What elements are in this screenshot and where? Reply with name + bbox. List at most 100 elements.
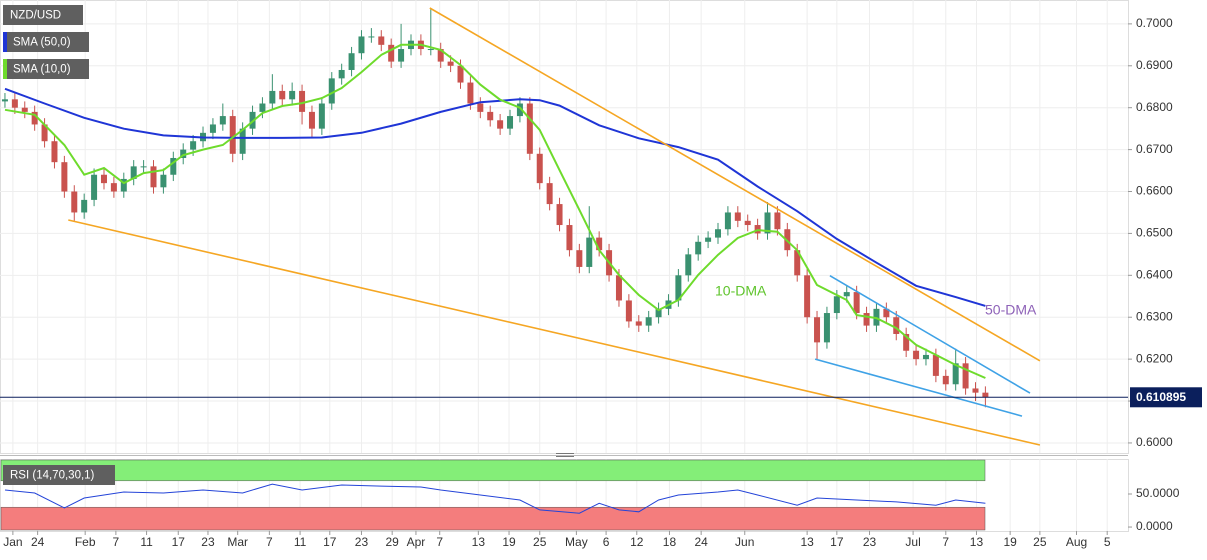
candle-body <box>576 250 583 267</box>
candle-body <box>1 99 8 102</box>
candle-body <box>566 225 573 251</box>
x-tick-label: Feb <box>75 535 96 549</box>
y-tick-label: 0.6300 <box>1136 309 1173 323</box>
candle-body <box>328 78 335 104</box>
x-tick-label: 17 <box>830 535 844 549</box>
candle-body <box>625 300 632 322</box>
candle-body <box>130 166 137 179</box>
oversold-band <box>0 506 986 531</box>
candle-body <box>467 82 474 104</box>
candle-body <box>794 250 801 276</box>
candle-body <box>71 191 78 213</box>
candle-body <box>170 157 177 175</box>
x-tick-label: 13 <box>472 535 486 549</box>
candle-body <box>695 241 702 255</box>
x-tick-label: 7 <box>942 535 949 549</box>
legend-box <box>3 59 89 79</box>
candle-body <box>942 375 949 385</box>
candle-body <box>833 296 840 314</box>
x-tick-label: 18 <box>663 535 677 549</box>
annotation: 50-DMA <box>985 302 1037 318</box>
candle-body <box>427 49 434 51</box>
candle-body <box>150 166 157 188</box>
candle-body <box>398 49 405 62</box>
candle-body <box>120 178 127 192</box>
legend-title: NZD/USD <box>10 10 61 22</box>
candle-body <box>318 103 325 129</box>
candle-body <box>952 363 959 385</box>
candle-body <box>348 53 355 70</box>
x-tick-label: Apr <box>407 535 426 549</box>
candle-body <box>675 275 682 301</box>
candle-body <box>209 124 216 133</box>
annotation: 10-DMA <box>715 283 767 299</box>
candle-body <box>982 392 989 398</box>
y-tick-label: 0.6600 <box>1136 184 1173 198</box>
candle-body <box>457 65 464 83</box>
x-tick-label: Jan <box>3 535 22 549</box>
x-tick-label: 7 <box>436 535 443 549</box>
candle-body <box>913 350 920 360</box>
candle-body <box>596 237 603 251</box>
last-price-box <box>1130 387 1202 408</box>
overbought-band <box>0 459 986 482</box>
candle-body <box>91 174 98 200</box>
x-tick-label: 25 <box>1033 535 1047 549</box>
candle-body <box>804 275 811 318</box>
divider-handle <box>556 453 574 457</box>
candle-body <box>160 174 167 188</box>
candle-body <box>823 313 830 343</box>
trendline <box>68 219 1041 446</box>
x-tick-label: 11 <box>294 535 307 549</box>
rsi-title: RSI (14,70,30,1) <box>10 470 95 482</box>
candle-body <box>378 36 385 45</box>
candle-body <box>536 153 543 184</box>
candle-body <box>764 212 771 234</box>
main-panel <box>0 0 1129 454</box>
candle-body <box>903 333 910 351</box>
x-tick-label: 6 <box>603 535 610 549</box>
candle-body <box>744 220 751 226</box>
candle-body <box>477 103 484 112</box>
y-tick-label: 0.6200 <box>1136 351 1173 365</box>
candle-body <box>229 116 236 154</box>
x-tick-label: 13 <box>800 535 814 549</box>
y-tick-label: 50.0000 <box>1136 486 1180 500</box>
candle-body <box>645 317 652 326</box>
candle-body <box>487 111 494 121</box>
legend-box <box>3 5 83 25</box>
candle-body <box>31 111 38 125</box>
candle-body <box>546 183 553 205</box>
legend-swatch <box>3 59 7 79</box>
candle-body <box>437 49 444 62</box>
candle-body <box>774 212 781 230</box>
candle-body <box>61 162 68 192</box>
candle-body <box>615 275 622 301</box>
x-tick-label: 23 <box>355 535 369 549</box>
candle-body <box>140 166 147 168</box>
candle-body <box>190 141 197 150</box>
x-tick-label: 17 <box>172 535 186 549</box>
x-tick-label: 24 <box>694 535 708 549</box>
sma-line <box>4 87 986 307</box>
y-tick-label: 0.6700 <box>1136 142 1173 156</box>
candle-body <box>100 174 107 184</box>
candle-body <box>289 90 296 100</box>
x-tick-label: 23 <box>863 535 877 549</box>
candle-body <box>883 308 890 318</box>
trendline <box>814 358 1023 417</box>
candle-body <box>279 90 286 100</box>
candle-body <box>299 90 306 112</box>
y-tick-label: 0.6400 <box>1136 267 1173 281</box>
y-tick-label: 0.6000 <box>1136 435 1173 449</box>
x-tick-label: Aug <box>1066 535 1087 549</box>
x-tick-label: 12 <box>630 535 644 549</box>
last-price-label: 0.610895 <box>1136 390 1186 404</box>
overlay: NZD/USD SMA (50,0) SMA (10,0) RSI (14,70… <box>3 5 1202 549</box>
x-tick-label: Jul <box>905 535 920 549</box>
candle-body <box>556 204 563 226</box>
grid <box>0 0 1132 535</box>
legend-label: SMA (50,0) <box>13 37 71 49</box>
x-tick-label: Jun <box>735 535 754 549</box>
